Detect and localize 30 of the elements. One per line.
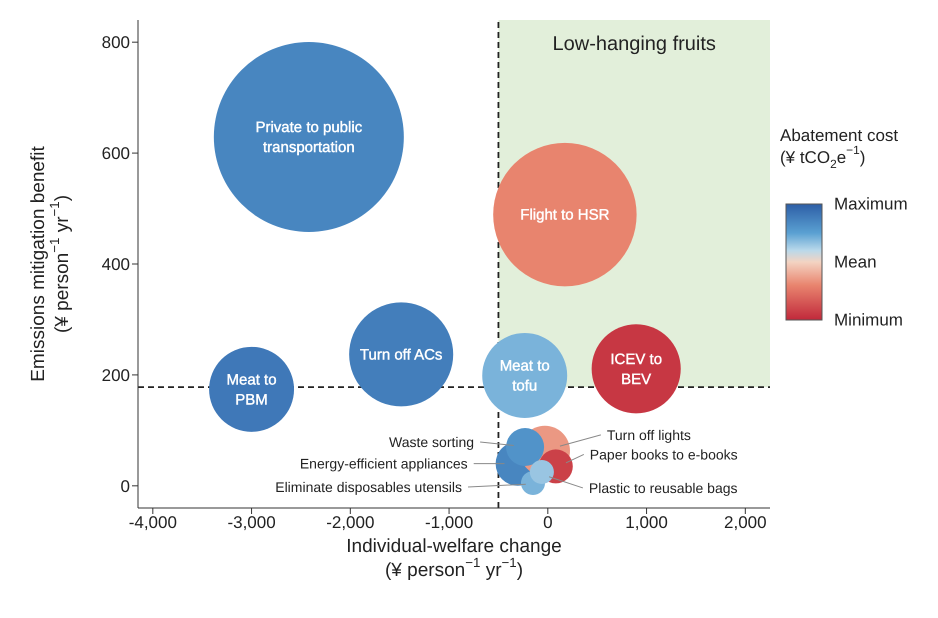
y-tick-label: 400 bbox=[102, 255, 130, 274]
series-label: Paper books to e-books bbox=[590, 446, 738, 462]
color-bar-label: Minimum bbox=[834, 310, 903, 330]
color-bar-title: Abatement cost (¥ tCO$_{2}$e$^{−1}$) bbox=[780, 126, 898, 171]
x-tick-label: -2,000 bbox=[326, 513, 374, 532]
series-label: ICEV to BEV bbox=[610, 350, 662, 388]
text: Turn off lights bbox=[606, 426, 691, 443]
x-tick-label: -3,000 bbox=[227, 513, 276, 532]
series-label: Energy-efficient appliances bbox=[300, 456, 468, 472]
y-tick-label: 0 bbox=[120, 476, 130, 496]
x-tick-label: 2,000 bbox=[724, 513, 767, 532]
x-tick-label: 1,000 bbox=[625, 513, 668, 532]
y-tick-label: 800 bbox=[102, 33, 130, 52]
color-bar-label: Mean bbox=[834, 252, 877, 272]
x-tick-label: 0 bbox=[543, 513, 553, 532]
x-tick-label: -4,000 bbox=[128, 513, 177, 532]
series-label: Turn off ACs bbox=[360, 346, 442, 363]
series-label: Private to public transportation bbox=[255, 118, 363, 156]
text: Eliminate disposables utensils bbox=[275, 479, 462, 496]
x-tick-label: -1,000 bbox=[424, 513, 474, 532]
y-tick-label: 200 bbox=[102, 366, 130, 385]
band-label: Low-hanging fruits bbox=[552, 33, 716, 55]
color-bar-label: Maximum bbox=[834, 194, 908, 214]
text: Waste sorting bbox=[389, 434, 474, 450]
text: Plastic to reusable bags bbox=[588, 480, 738, 496]
series-label: Flight to HSR bbox=[520, 206, 610, 224]
y-tick-label: 600 bbox=[102, 144, 130, 164]
x-axis-title: Individual-welfare change (¥ person$^{−1}$ yr$^{−1}$) bbox=[346, 536, 562, 580]
series-label: Meat to PBM bbox=[226, 370, 277, 408]
series-label: Meat to tofu bbox=[500, 356, 550, 394]
